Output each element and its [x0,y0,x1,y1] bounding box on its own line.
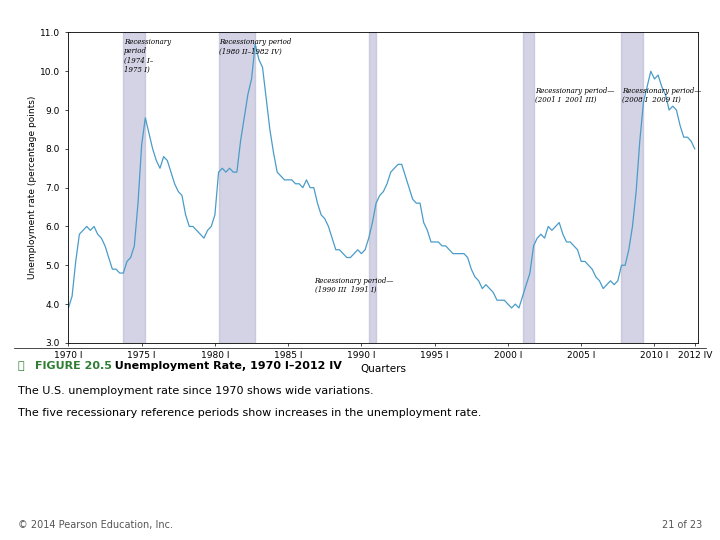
Bar [621,32,644,343]
Text: Recessionary period—
(2008 I  2009 II): Recessionary period— (2008 I 2009 II) [622,87,701,104]
Text: Unemployment Rate, 1970 I–2012 IV: Unemployment Rate, 1970 I–2012 IV [107,361,341,371]
Text: © 2014 Pearson Education, Inc.: © 2014 Pearson Education, Inc. [18,520,173,530]
Text: The five recessionary reference periods show increases in the unemployment rate.: The five recessionary reference periods … [18,408,482,418]
Text: 21 of 23: 21 of 23 [662,520,702,530]
Text: Recessionary
period
(1974 I–
1975 I): Recessionary period (1974 I– 1975 I) [124,38,171,74]
Text: FIGURE 20.5: FIGURE 20.5 [35,361,112,371]
Text: The U.S. unemployment rate since 1970 shows wide variations.: The U.S. unemployment rate since 1970 sh… [18,386,374,396]
Y-axis label: Unemployment rate (percentage points): Unemployment rate (percentage points) [28,96,37,279]
X-axis label: Quarters: Quarters [361,364,406,374]
Bar [523,32,534,343]
Bar [369,32,376,343]
Text: Recessionary period—
(1990 III  1991 I): Recessionary period— (1990 III 1991 I) [315,277,394,294]
Bar [219,32,255,343]
Text: ⓘ: ⓘ [18,361,24,371]
Text: Recessionary period—
(2001 I  2001 III): Recessionary period— (2001 I 2001 III) [535,87,614,104]
Text: Recessionary period
(1980 II–1982 IV): Recessionary period (1980 II–1982 IV) [220,38,292,56]
Bar [123,32,145,343]
